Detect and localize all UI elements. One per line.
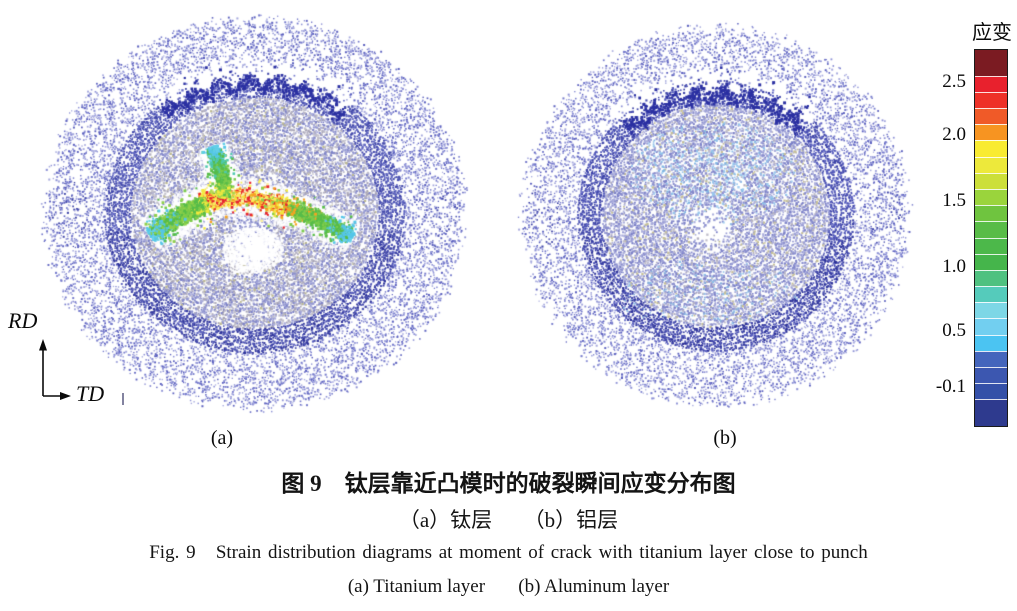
colorbar-segment	[975, 50, 1007, 76]
colorbar-segment	[975, 269, 1007, 287]
colorbar	[974, 49, 1008, 427]
panel-a-label: (a)	[210, 427, 234, 449]
colorbar-segment	[975, 124, 1007, 141]
colorbar-segment	[975, 286, 1007, 303]
stray-tick-mark	[122, 393, 124, 405]
colorbar-segment	[975, 140, 1007, 157]
colorbar-segment	[975, 399, 1007, 427]
colorbar-segment	[975, 91, 1007, 109]
rd-axis-label: RD	[8, 308, 38, 333]
colorbar-tick-label: -0.1	[935, 376, 966, 397]
colorbar-segment	[975, 318, 1007, 335]
colorbar-tick-label: 2.0	[942, 124, 966, 145]
colorbar-segment	[975, 156, 1007, 173]
colorbar-tick-labels: 2.5 2.0 1.5 1.0 0.5 -0.1	[926, 0, 966, 440]
colorbar-tick-label: 2.5	[942, 71, 966, 92]
colorbar-segment	[975, 302, 1007, 319]
colorbar-segment	[975, 366, 1007, 384]
colorbar-tick-label: 1.0	[942, 256, 966, 277]
colorbar-tick-label: 1.5	[942, 190, 966, 211]
colorbar-segment	[975, 383, 1007, 400]
caption-en-title: Fig. 9 Strain distribution diagrams at m…	[149, 542, 868, 563]
colorbar-title: 应变	[972, 22, 1012, 44]
colorbar-segment	[975, 237, 1007, 254]
colorbar-segment	[975, 108, 1007, 125]
caption-zh-title: 图 9 钛层靠近凸模时的破裂瞬间应变分布图	[281, 471, 736, 496]
colorbar-segment	[975, 221, 1007, 238]
colorbar-segment	[975, 172, 1007, 189]
colorbar-segment	[975, 350, 1007, 367]
td-arrowhead-icon	[60, 392, 71, 400]
colorbar-segment	[975, 253, 1007, 270]
caption-zh-subtitle: （a）钛层 （b）铝层	[398, 508, 619, 532]
rd-arrowhead-icon	[39, 339, 47, 351]
td-axis-label: TD	[76, 381, 105, 406]
colorbar-segment	[975, 205, 1007, 222]
colorbar-segment	[975, 189, 1007, 206]
colorbar-segment	[975, 334, 1007, 351]
panel-b-label: (b)	[713, 427, 737, 449]
rd-td-axes-arrows	[39, 339, 71, 400]
caption-en-subtitle: (a) Titanium layer (b) Aluminum layer	[347, 576, 670, 597]
colorbar-tick-label: 0.5	[942, 320, 966, 341]
colorbar-segment	[975, 75, 1007, 92]
